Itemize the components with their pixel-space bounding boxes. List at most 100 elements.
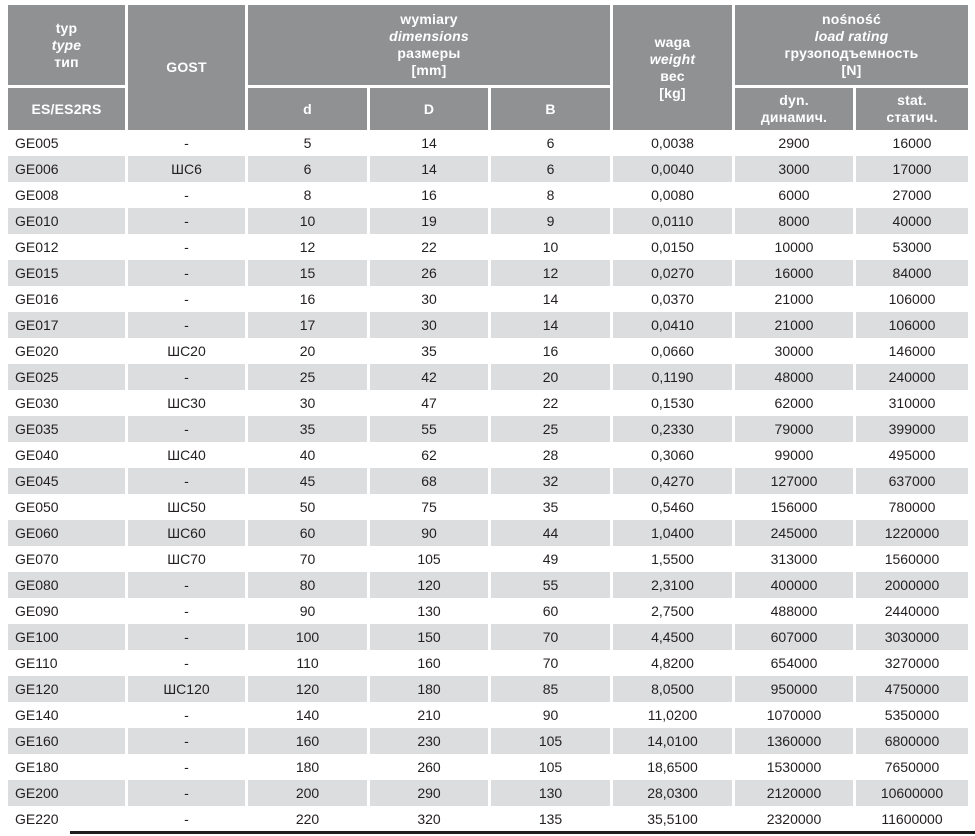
header-type-pl: typ	[55, 19, 78, 36]
table-cell-d: 5	[303, 135, 312, 151]
table-cell-dynamic_N: 2120000	[735, 780, 853, 806]
table-cell-B: 130	[491, 780, 610, 806]
table-cell-d: 45	[248, 468, 367, 494]
row-type-label: GE100	[8, 624, 125, 650]
header-weight: waga weight вес [kg]	[613, 5, 732, 130]
table-cell-weight_kg: 0,0040	[613, 156, 732, 182]
row-type-label: GE016	[15, 291, 59, 307]
header-static-ru: статич.	[886, 109, 938, 125]
table-cell-static_N: 106000	[856, 312, 968, 338]
table-cell-weight_kg: 0,0080	[651, 187, 694, 203]
row-type-label: GE050	[15, 499, 59, 515]
table-cell-weight_kg: 1,0400	[613, 520, 732, 546]
header-col-D: D	[370, 88, 488, 130]
header-dynamic-en: dyn.	[779, 92, 809, 108]
table-cell-D: 14	[370, 156, 488, 182]
table-cell-D: 75	[421, 499, 437, 515]
row-type-label: GE200	[8, 780, 125, 806]
table-cell-gost: ШС50	[167, 499, 206, 515]
table-cell-B: 14	[491, 312, 610, 338]
table-cell-d: 30	[299, 395, 316, 411]
table-cell-D: 150	[370, 624, 488, 650]
table-cell-dynamic_N: 2900	[778, 135, 810, 151]
table-cell-weight_kg: 0,2330	[613, 416, 732, 442]
table-cell-gost: ШС6	[128, 156, 245, 182]
table-cell-weight_kg: 4,8200	[651, 655, 694, 671]
table-cell-static_N: 17000	[856, 156, 968, 182]
header-load-en: load rating	[814, 28, 889, 44]
table-cell-d: 110	[296, 655, 319, 671]
table-cell-B: 14	[542, 291, 559, 307]
table-cell-B: 105	[491, 728, 610, 754]
table-cell-B: 6	[546, 135, 555, 151]
table-cell-static_N: 10600000	[856, 780, 968, 806]
table-cell-gost: -	[184, 135, 189, 151]
table-cell-D: 230	[370, 728, 488, 754]
header-static-en: stat.	[897, 92, 927, 108]
table-cell-D: 30	[370, 312, 488, 338]
table-cell-static_N: 146000	[888, 343, 936, 359]
table-cell-d: 50	[299, 499, 316, 515]
table-cell-gost: -	[128, 312, 245, 338]
table-cell-D: 320	[417, 811, 441, 827]
table-cell-B: 70	[542, 655, 559, 671]
table-cell-gost: -	[128, 468, 245, 494]
header-weight-unit: [kg]	[659, 84, 686, 101]
table-cell-D: 62	[421, 447, 437, 463]
table-cell-gost: -	[184, 811, 189, 827]
table-cell-gost: -	[184, 707, 189, 723]
table-cell-B: 28	[542, 447, 559, 463]
header-load-unit: [N]	[841, 62, 862, 78]
table-cell-dynamic_N: 1360000	[735, 728, 853, 754]
table-cell-d: 80	[248, 572, 367, 598]
bearing-spec-table: typ type тип GOST wymiary dimensions раз…	[8, 5, 968, 832]
table-cell-d: 17	[248, 312, 367, 338]
table-cell-d: 200	[248, 780, 367, 806]
table-cell-d: 60	[248, 520, 367, 546]
table-cell-B: 85	[491, 676, 610, 702]
table-cell-gost: -	[128, 728, 245, 754]
table-cell-dynamic_N: 16000	[735, 260, 853, 286]
table-cell-gost: ШС120	[128, 676, 245, 702]
header-series: ES/ES2RS	[8, 88, 125, 130]
table-cell-weight_kg: 0,0410	[613, 312, 732, 338]
table-cell-B: 90	[542, 707, 559, 723]
table-cell-weight_kg: 35,5100	[647, 811, 698, 827]
header-dynamic: dyn. динамич.	[735, 88, 853, 130]
table-cell-static_N: 240000	[856, 364, 968, 390]
table-cell-gost: -	[128, 364, 245, 390]
table-cell-D: 22	[421, 239, 437, 255]
table-cell-d: 160	[248, 728, 367, 754]
table-cell-static_N: 2440000	[884, 603, 940, 619]
table-cell-static_N: 106000	[888, 291, 936, 307]
table-cell-gost: ШС70	[167, 551, 206, 567]
table-cell-B: 44	[491, 520, 610, 546]
table-cell-static_N: 3270000	[884, 655, 940, 671]
table-cell-B: 22	[542, 395, 559, 411]
table-cell-weight_kg: 0,4270	[613, 468, 732, 494]
table-cell-D: 55	[370, 416, 488, 442]
table-cell-gost: -	[184, 759, 189, 775]
row-type-label: GE160	[8, 728, 125, 754]
table-cell-weight_kg: 2,3100	[613, 572, 732, 598]
table-bottom-shadow	[70, 831, 975, 834]
header-load-rating: nośność load rating грузоподъемность [N]	[735, 5, 968, 85]
table-cell-static_N: 40000	[856, 208, 968, 234]
table-cell-D: 16	[421, 187, 437, 203]
table-cell-B: 9	[491, 208, 610, 234]
table-cell-B: 105	[538, 759, 563, 775]
table-cell-D: 260	[417, 759, 441, 775]
table-cell-static_N: 1560000	[884, 551, 940, 567]
header-load-ru: грузоподъемность	[784, 45, 919, 61]
table-cell-D: 130	[417, 603, 441, 619]
header-static: stat. статич.	[856, 88, 968, 130]
header-col-B-label: B	[545, 100, 556, 117]
table-cell-dynamic_N: 245000	[735, 520, 853, 546]
table-cell-gost: -	[128, 416, 245, 442]
row-type-label: GE140	[15, 707, 59, 723]
row-type-label: GE020	[15, 343, 59, 359]
table-cell-d: 70	[299, 551, 316, 567]
table-cell-d: 20	[299, 343, 316, 359]
table-cell-gost: -	[184, 291, 189, 307]
